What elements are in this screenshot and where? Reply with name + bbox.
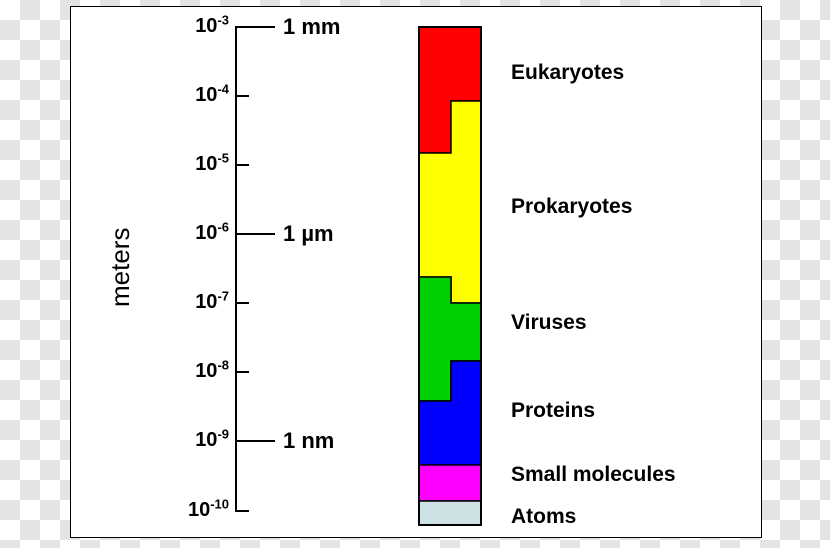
category-label: Small molecules: [511, 463, 676, 487]
category-label: Atoms: [511, 505, 576, 529]
category-label: Viruses: [511, 311, 587, 335]
category-labels: Eukaryotes Prokaryotes Viruses Proteins Smal…: [71, 7, 761, 537]
diagram-panel: meters 10-31 mm10-410-510-61 µm10-710-81…: [70, 6, 762, 538]
category-label: Prokaryotes: [511, 195, 632, 219]
category-label: Proteins: [511, 399, 595, 423]
category-label: Eukaryotes: [511, 61, 624, 85]
